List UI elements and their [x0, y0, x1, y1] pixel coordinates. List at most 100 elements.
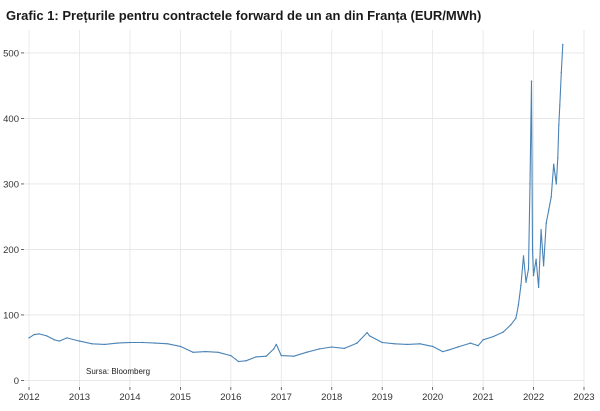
data-point [275, 343, 277, 346]
x-tick-label: 2019 [372, 392, 393, 403]
grid-lines [24, 30, 585, 387]
data-point [167, 343, 169, 345]
data-point [280, 354, 282, 357]
data-point [553, 163, 555, 165]
data-point [331, 346, 333, 348]
data-point [527, 268, 530, 270]
data-point [235, 358, 237, 361]
plot-area [24, 30, 584, 387]
data-point [548, 209, 550, 211]
data-point [515, 317, 517, 319]
data-point [510, 324, 512, 326]
tick-labels: 2012 2013 2014 2015 2016 2017 2018 2019 2020 2021… [3, 48, 594, 403]
data-series [28, 43, 564, 363]
data-point [492, 335, 494, 338]
tick-marks [21, 52, 585, 390]
data-point [204, 350, 207, 353]
data-point [537, 286, 540, 289]
x-tick-label: 2015 [170, 392, 191, 403]
data-point [356, 342, 358, 344]
data-point [273, 348, 275, 350]
data-point [91, 343, 93, 345]
data-point [237, 360, 240, 363]
data-point [477, 345, 479, 347]
chart-title: Grafic 1: Prețurile pentru contractele f… [6, 8, 482, 23]
y-tick-label: 100 [3, 310, 19, 321]
data-point [406, 343, 409, 346]
y-tick-label: 0 [14, 376, 19, 387]
data-point [58, 340, 60, 342]
data-point [293, 355, 295, 357]
x-tick-label: 2013 [69, 392, 90, 403]
x-tick-label: 2017 [271, 392, 292, 403]
data-point [66, 337, 68, 339]
y-tick-label: 300 [3, 179, 19, 190]
data-point [154, 342, 156, 344]
x-tick-label: 2021 [473, 392, 494, 403]
y-tick-label: 500 [3, 48, 19, 59]
data-point [116, 342, 119, 344]
y-tick-label: 400 [3, 114, 19, 125]
data-point [530, 80, 533, 82]
data-point [104, 343, 106, 346]
data-point [525, 281, 527, 283]
data-point [366, 331, 368, 334]
data-point [129, 341, 131, 344]
data-point [502, 331, 504, 333]
x-tick-label: 2023 [573, 392, 594, 403]
data-point [431, 345, 434, 348]
x-tick-label: 2020 [422, 392, 443, 403]
data-point [520, 284, 522, 287]
data-point [46, 335, 48, 337]
data-point [531, 248, 534, 251]
data-point [318, 348, 320, 350]
data-point [529, 183, 531, 185]
data-point [545, 222, 547, 224]
data-point [343, 347, 346, 350]
x-tick-label: 2012 [18, 392, 39, 403]
data-point [535, 258, 537, 260]
x-tick-label: 2014 [119, 392, 140, 403]
data-point [555, 183, 557, 185]
data-point [559, 104, 561, 107]
data-point [517, 304, 520, 306]
data-point [540, 229, 542, 231]
data-point [560, 71, 562, 74]
data-point [469, 342, 472, 344]
data-point [53, 339, 55, 341]
data-point [265, 355, 267, 357]
y-tick-label: 200 [3, 245, 19, 256]
source-note: Sursa: Bloomberg [86, 367, 150, 376]
data-point [192, 351, 194, 353]
data-point [141, 341, 144, 344]
data-point [532, 274, 535, 277]
data-point [217, 351, 219, 353]
data-point [305, 351, 308, 353]
x-tick-label: 2018 [321, 392, 342, 403]
data-point [78, 340, 81, 342]
data-point [562, 43, 564, 46]
data-point [442, 350, 444, 353]
data-point [550, 196, 552, 198]
data-point [255, 356, 257, 358]
data-point [447, 349, 449, 351]
data-point [558, 124, 560, 126]
data-point [38, 333, 40, 335]
data-point [522, 255, 525, 257]
data-point [557, 157, 559, 159]
data-point [245, 360, 247, 362]
data-point [542, 265, 545, 267]
data-point [381, 341, 383, 344]
data-point [457, 346, 459, 348]
series-line [28, 44, 564, 363]
data-point [368, 335, 371, 337]
data-point [419, 343, 421, 345]
data-point [394, 343, 396, 345]
data-point [179, 345, 182, 348]
data-point [28, 337, 30, 339]
x-tick-label: 2022 [523, 392, 544, 403]
data-point [230, 354, 232, 357]
x-tick-label: 2016 [220, 392, 241, 403]
data-point [482, 339, 484, 341]
